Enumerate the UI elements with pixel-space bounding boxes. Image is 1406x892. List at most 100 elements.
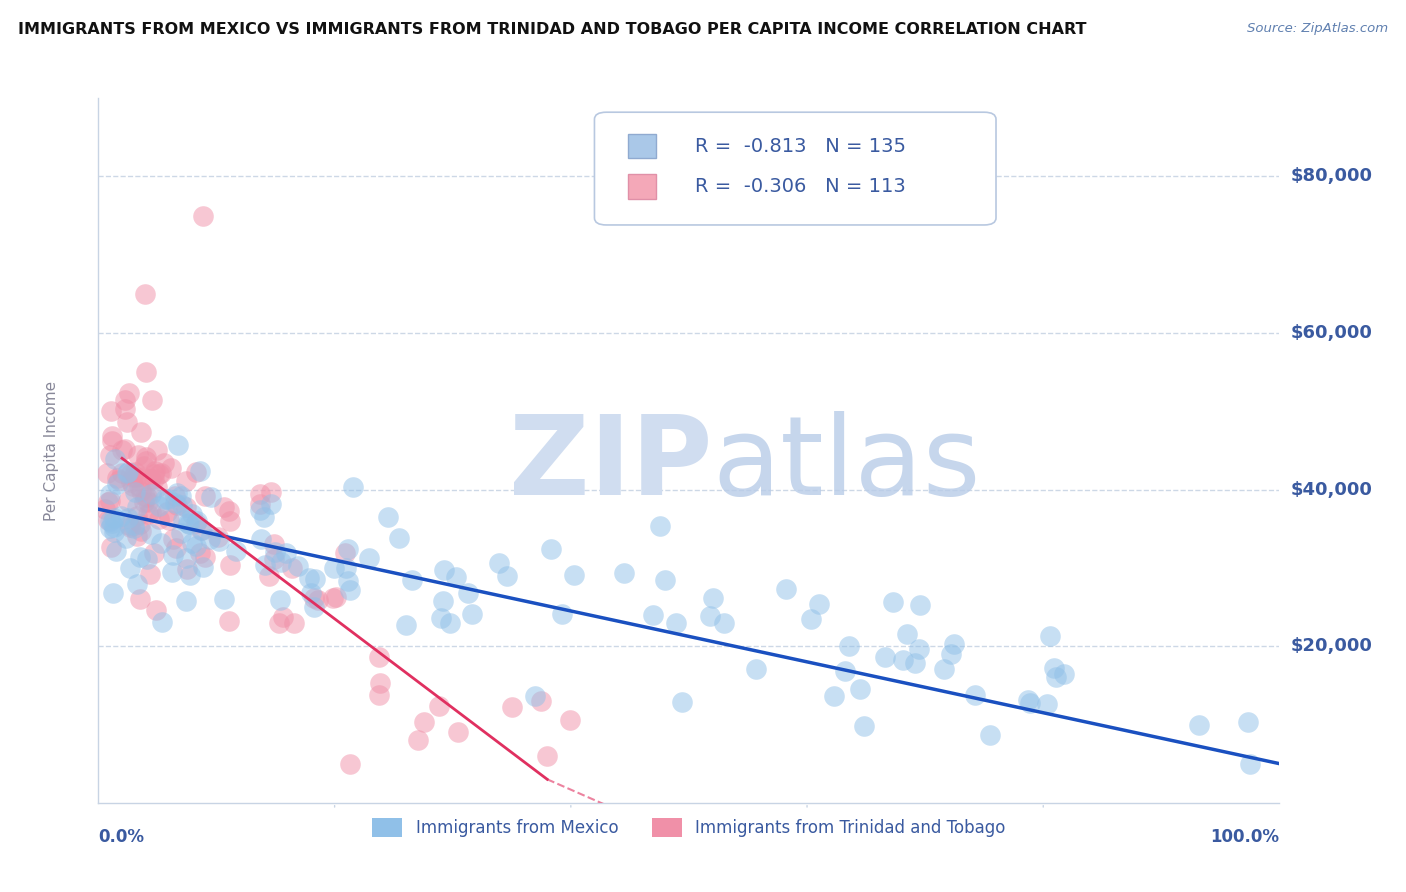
Point <box>167 438 190 452</box>
Point <box>368 676 391 690</box>
Point <box>135 453 157 467</box>
Point <box>377 510 399 524</box>
Point <box>413 714 436 729</box>
Point <box>903 656 925 670</box>
Point <box>273 609 295 624</box>
Point <box>800 612 823 626</box>
Point <box>101 434 124 448</box>
Point <box>395 618 418 632</box>
Point <box>194 549 217 564</box>
Point <box>184 516 207 530</box>
Point <box>120 466 142 480</box>
Point <box>145 603 167 617</box>
Point <box>896 627 918 641</box>
Point <box>304 599 326 614</box>
Point <box>702 591 724 606</box>
Point <box>101 585 124 599</box>
Text: Source: ZipAtlas.com: Source: ZipAtlas.com <box>1247 22 1388 36</box>
Point <box>103 524 125 539</box>
Point <box>124 484 146 499</box>
Point <box>287 558 309 573</box>
Point <box>671 695 693 709</box>
Point <box>744 662 766 676</box>
Point <box>125 469 148 483</box>
Point <box>152 615 174 630</box>
Point <box>131 470 153 484</box>
Point <box>100 540 122 554</box>
Point <box>143 464 166 478</box>
Point <box>219 558 242 572</box>
Point <box>97 495 120 509</box>
Text: 100.0%: 100.0% <box>1211 828 1279 846</box>
Point <box>446 725 468 739</box>
Point <box>94 502 117 516</box>
Point <box>115 415 138 429</box>
Point <box>108 473 131 487</box>
Point <box>166 485 188 500</box>
Point <box>100 429 122 443</box>
Point <box>129 517 152 532</box>
Point <box>186 514 208 528</box>
Point <box>530 694 553 708</box>
Point <box>174 474 197 488</box>
Text: R =  -0.813   N = 135: R = -0.813 N = 135 <box>695 136 905 155</box>
Point <box>263 537 285 551</box>
Point <box>117 493 139 508</box>
Point <box>96 467 118 481</box>
Point <box>551 607 574 621</box>
Point <box>104 452 127 467</box>
Point <box>457 586 479 600</box>
Point <box>214 592 236 607</box>
Point <box>135 490 157 504</box>
Point <box>180 508 202 522</box>
FancyBboxPatch shape <box>595 112 995 225</box>
Text: Per Capita Income: Per Capita Income <box>44 380 59 521</box>
Point <box>281 561 304 575</box>
Point <box>132 458 155 473</box>
Point <box>101 516 124 530</box>
Point <box>160 565 183 579</box>
Text: R =  -0.306   N = 113: R = -0.306 N = 113 <box>695 177 905 195</box>
Point <box>891 652 914 666</box>
Point <box>536 748 558 763</box>
Point <box>562 568 585 582</box>
Point <box>165 496 187 510</box>
Point <box>118 560 141 574</box>
Point <box>118 386 141 401</box>
Point <box>143 467 166 481</box>
Point <box>910 599 932 613</box>
Text: $20,000: $20,000 <box>1291 637 1372 656</box>
Text: $40,000: $40,000 <box>1291 481 1372 499</box>
Point <box>181 536 204 550</box>
Point <box>145 480 167 494</box>
Point <box>1237 714 1260 729</box>
Point <box>121 478 143 492</box>
Point <box>128 479 150 493</box>
Point <box>249 503 271 517</box>
Point <box>139 472 162 486</box>
Point <box>111 443 134 458</box>
Point <box>249 532 271 546</box>
Point <box>713 616 735 631</box>
Point <box>274 545 297 559</box>
Point <box>699 608 721 623</box>
Point <box>135 450 157 464</box>
Point <box>174 551 197 566</box>
Point <box>198 532 221 546</box>
Point <box>524 690 547 704</box>
Point <box>264 545 287 559</box>
Point <box>98 514 121 528</box>
Point <box>114 401 136 416</box>
FancyBboxPatch shape <box>627 134 657 159</box>
Point <box>335 546 357 560</box>
Point <box>122 518 145 533</box>
Point <box>942 637 965 651</box>
Point <box>941 647 963 661</box>
Point <box>129 524 152 539</box>
Point <box>219 515 242 529</box>
Point <box>138 507 160 521</box>
Point <box>260 497 283 511</box>
Point <box>118 517 141 532</box>
Point <box>1188 718 1211 732</box>
Point <box>105 471 128 485</box>
